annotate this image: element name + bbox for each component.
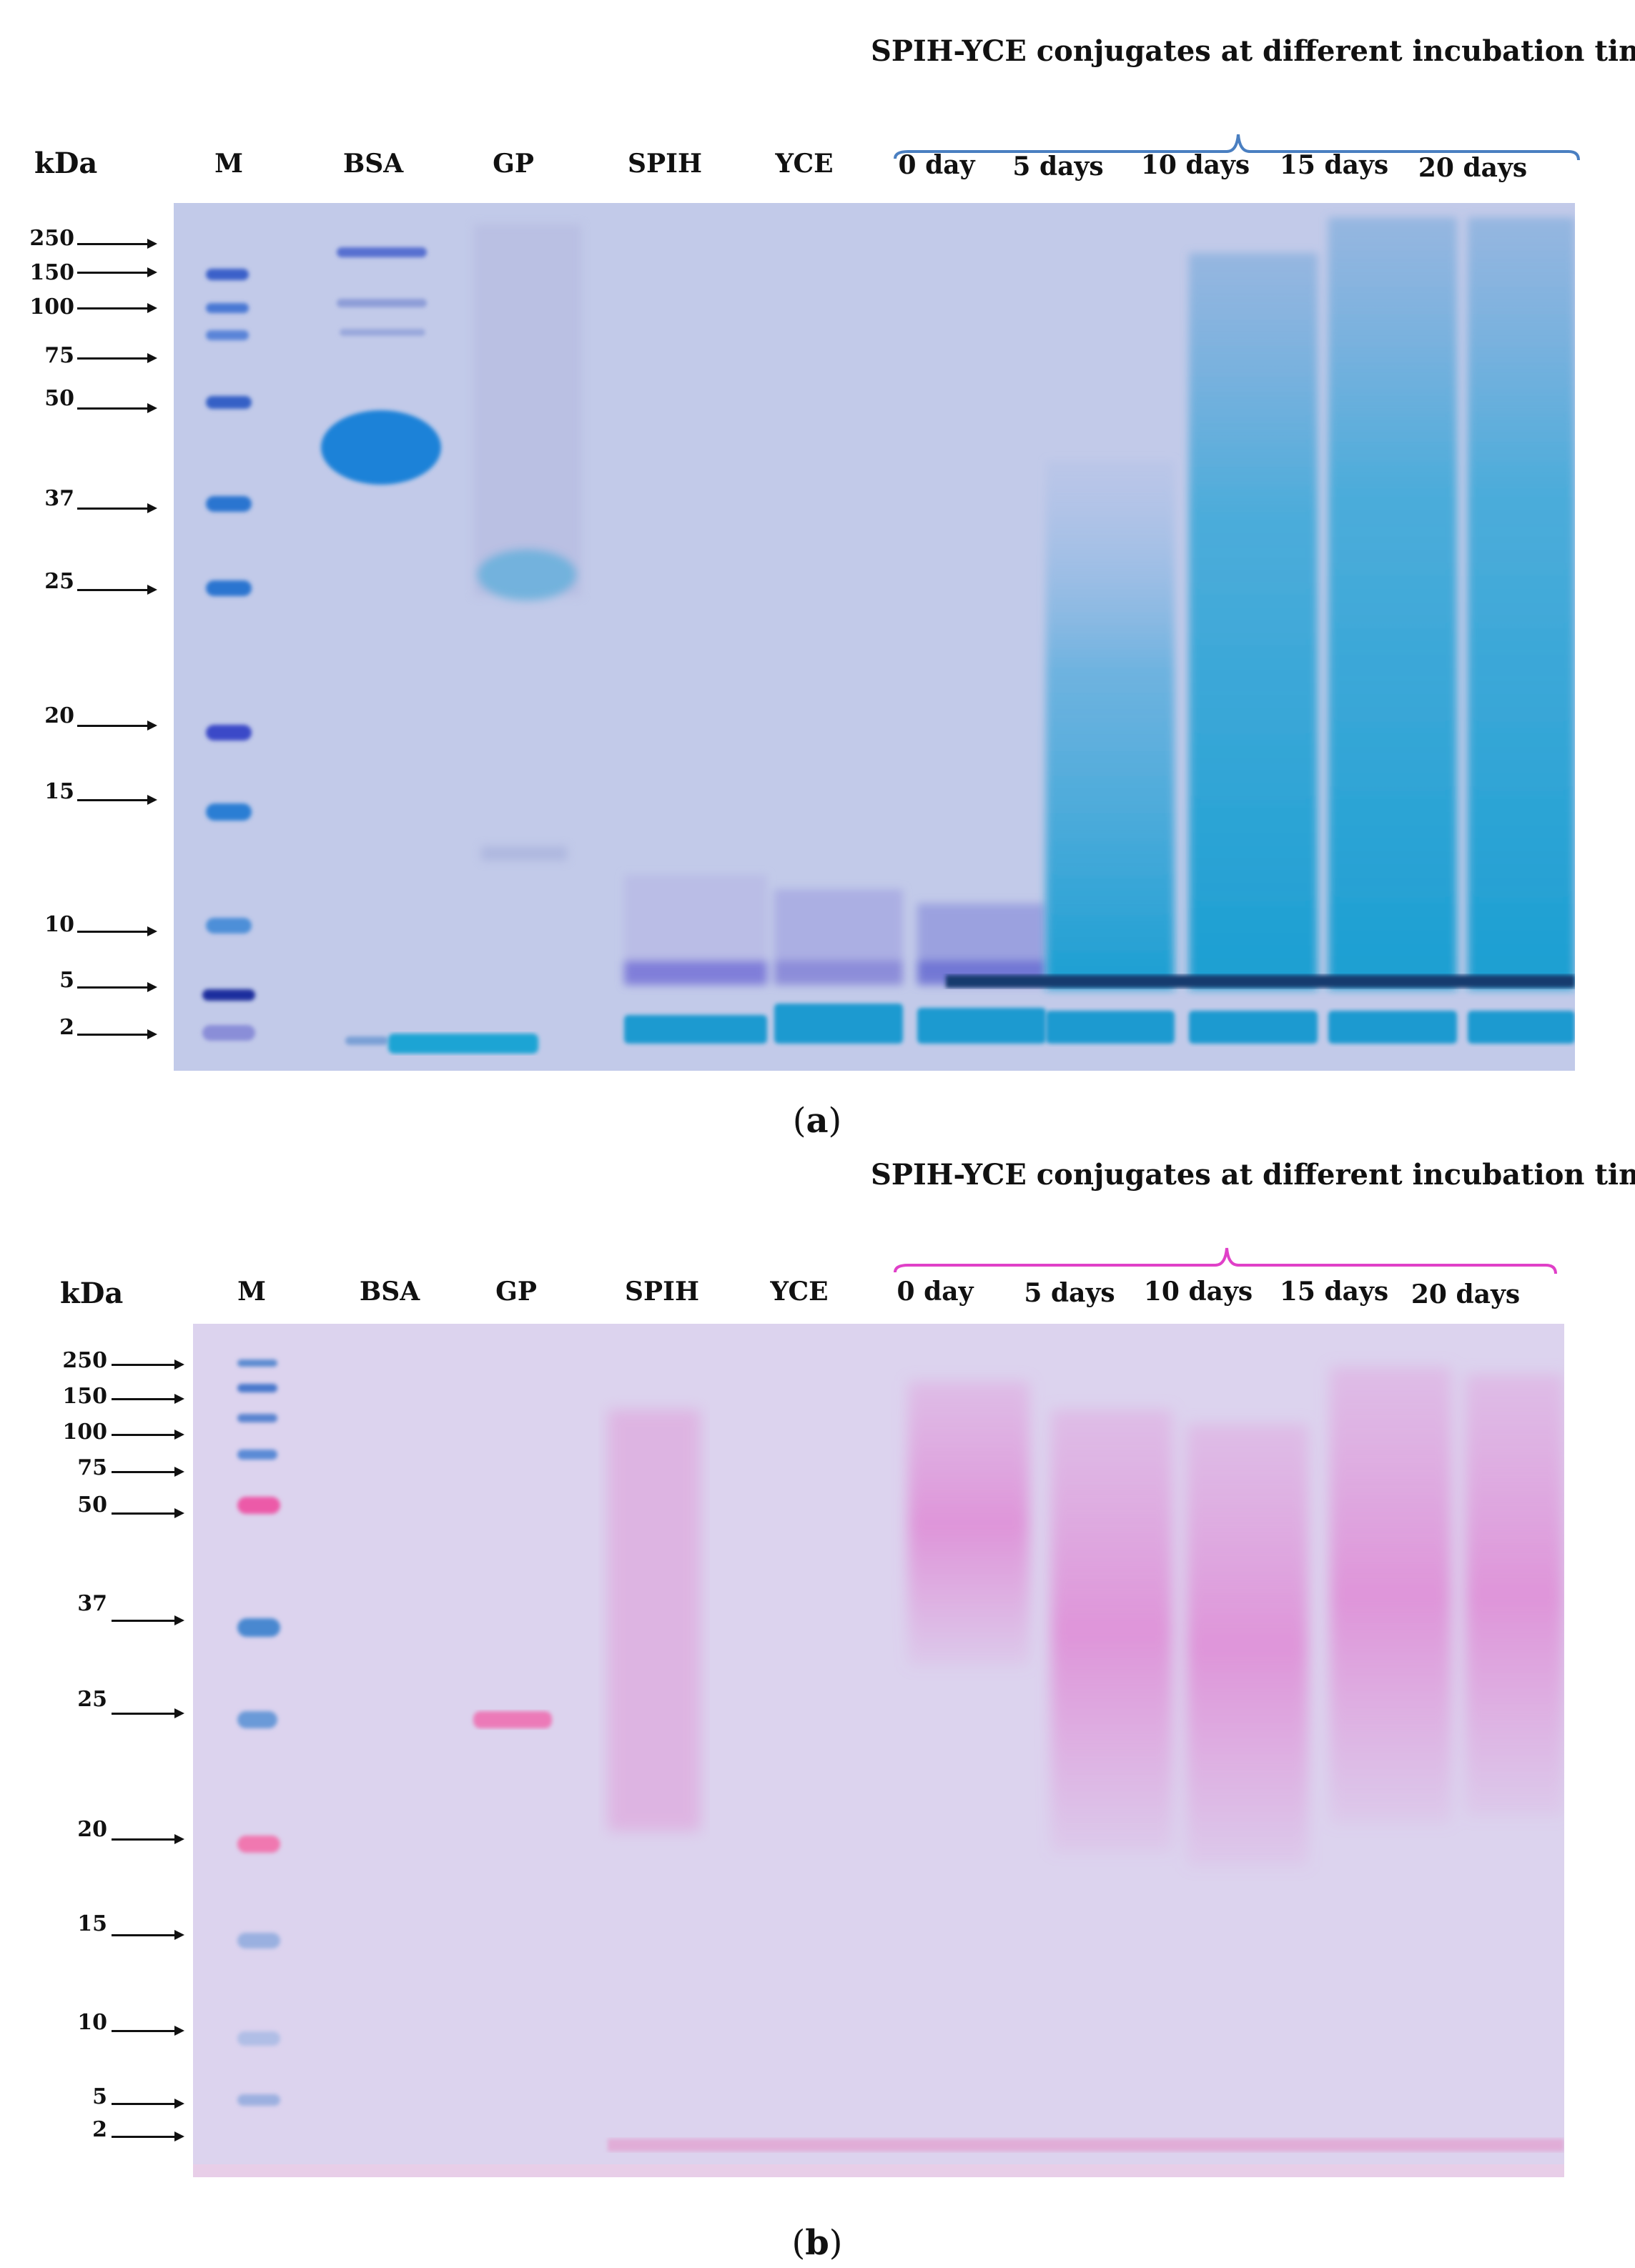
lane-label-bsa: BSA bbox=[359, 1277, 420, 1307]
lane-label-10days: 10 days bbox=[1140, 150, 1250, 180]
marker-label: 250 bbox=[62, 1348, 107, 1373]
marker-arrow bbox=[77, 503, 157, 513]
gel-image-pas bbox=[193, 1324, 1564, 2177]
lane-label-bsa: BSA bbox=[342, 149, 404, 179]
marker-arrow bbox=[77, 982, 157, 992]
gel-image-coomassie bbox=[174, 203, 1575, 1071]
marker-arrow bbox=[77, 353, 157, 363]
lane-label-m: M bbox=[237, 1277, 266, 1307]
marker-label: 20 bbox=[77, 1817, 107, 1842]
marker-label: 250 bbox=[29, 226, 74, 251]
marker-arrow bbox=[112, 1430, 184, 1440]
marker-label: 15 bbox=[77, 1911, 107, 1936]
marker-label: 150 bbox=[29, 260, 74, 285]
marker-arrow bbox=[77, 239, 157, 249]
lane-label-gp: GP bbox=[495, 1277, 537, 1307]
lane-label-yce: YCE bbox=[775, 149, 834, 179]
marker-label: 50 bbox=[77, 1492, 107, 1517]
lane-label-yce: YCE bbox=[770, 1277, 829, 1307]
marker-label: 20 bbox=[44, 703, 74, 728]
marker-arrow bbox=[77, 267, 157, 277]
marker-arrow bbox=[77, 926, 157, 936]
lane-bracket bbox=[894, 134, 1580, 161]
marker-label: 50 bbox=[44, 386, 74, 411]
marker-arrow bbox=[112, 1508, 184, 1518]
marker-arrow bbox=[112, 1394, 184, 1404]
marker-label: 5 bbox=[92, 2084, 107, 2109]
marker-arrow bbox=[112, 1708, 184, 1718]
panel-caption: (b) bbox=[791, 2223, 843, 2263]
lane-bracket bbox=[894, 1247, 1557, 1274]
caption-letter: a bbox=[806, 1101, 829, 1141]
marker-arrow bbox=[112, 2026, 184, 2036]
unit-label: kDa bbox=[60, 1277, 124, 1310]
marker-label: 75 bbox=[77, 1455, 107, 1480]
lane-label-spih: SPIH bbox=[625, 1277, 699, 1307]
marker-arrow bbox=[112, 1615, 184, 1625]
unit-label: kDa bbox=[34, 147, 98, 180]
lane-label-spih: SPIH bbox=[628, 149, 702, 179]
marker-label: 150 bbox=[62, 1384, 107, 1409]
lane-label-0day: 0 day bbox=[898, 150, 975, 180]
marker-arrow bbox=[77, 720, 157, 731]
marker-arrow bbox=[112, 2099, 184, 2109]
marker-arrow bbox=[112, 1834, 184, 1844]
marker-arrow bbox=[77, 1029, 157, 1039]
bracket-title: SPIH-YCE conjugates at different incubat… bbox=[871, 34, 1635, 68]
marker-arrow bbox=[112, 2131, 184, 2141]
panel-a: SPIH-YCE conjugates at different incubat… bbox=[29, 34, 1635, 1141]
lane-label-5days: 5 days bbox=[1012, 152, 1104, 182]
lane-label-gp: GP bbox=[493, 149, 534, 179]
marker-label: 2 bbox=[59, 1015, 74, 1040]
marker-arrow bbox=[112, 1930, 184, 1940]
marker-label: 15 bbox=[44, 779, 74, 804]
marker-label: 2 bbox=[92, 2117, 107, 2142]
marker-label: 5 bbox=[59, 968, 74, 993]
marker-label: 10 bbox=[44, 912, 74, 937]
panel-b: SPIH-YCE conjugates at different incubat… bbox=[0, 1137, 1635, 2268]
marker-label: 75 bbox=[44, 343, 74, 368]
marker-arrow bbox=[77, 403, 157, 413]
marker-arrow bbox=[112, 1467, 184, 1477]
lane-label-m: M bbox=[214, 149, 243, 179]
marker-label: 37 bbox=[77, 1591, 107, 1616]
marker-arrow bbox=[77, 303, 157, 313]
panel-caption: (a) bbox=[792, 1101, 842, 1141]
marker-arrow bbox=[112, 1360, 184, 1370]
lane-label-15days: 15 days bbox=[1279, 150, 1389, 180]
caption-letter: b bbox=[805, 2223, 829, 2263]
lane-label-20days: 20 days bbox=[1418, 153, 1528, 183]
marker-label: 25 bbox=[44, 569, 74, 594]
lane-label-5days: 5 days bbox=[1024, 1278, 1115, 1308]
lane-label-10days: 10 days bbox=[1143, 1277, 1253, 1307]
lane-label-20days: 20 days bbox=[1411, 1279, 1521, 1309]
marker-label: 10 bbox=[77, 2010, 107, 2035]
lane-label-0day: 0 day bbox=[896, 1277, 974, 1307]
marker-arrow bbox=[77, 585, 157, 595]
marker-arrow bbox=[77, 795, 157, 805]
bracket-title: SPIH-YCE conjugates at different incubat… bbox=[871, 1158, 1635, 1192]
marker-label: 37 bbox=[44, 486, 74, 511]
marker-label: 100 bbox=[29, 294, 74, 320]
marker-label: 100 bbox=[62, 1420, 107, 1445]
marker-label: 25 bbox=[77, 1687, 107, 1712]
lane-label-15days: 15 days bbox=[1279, 1277, 1389, 1307]
